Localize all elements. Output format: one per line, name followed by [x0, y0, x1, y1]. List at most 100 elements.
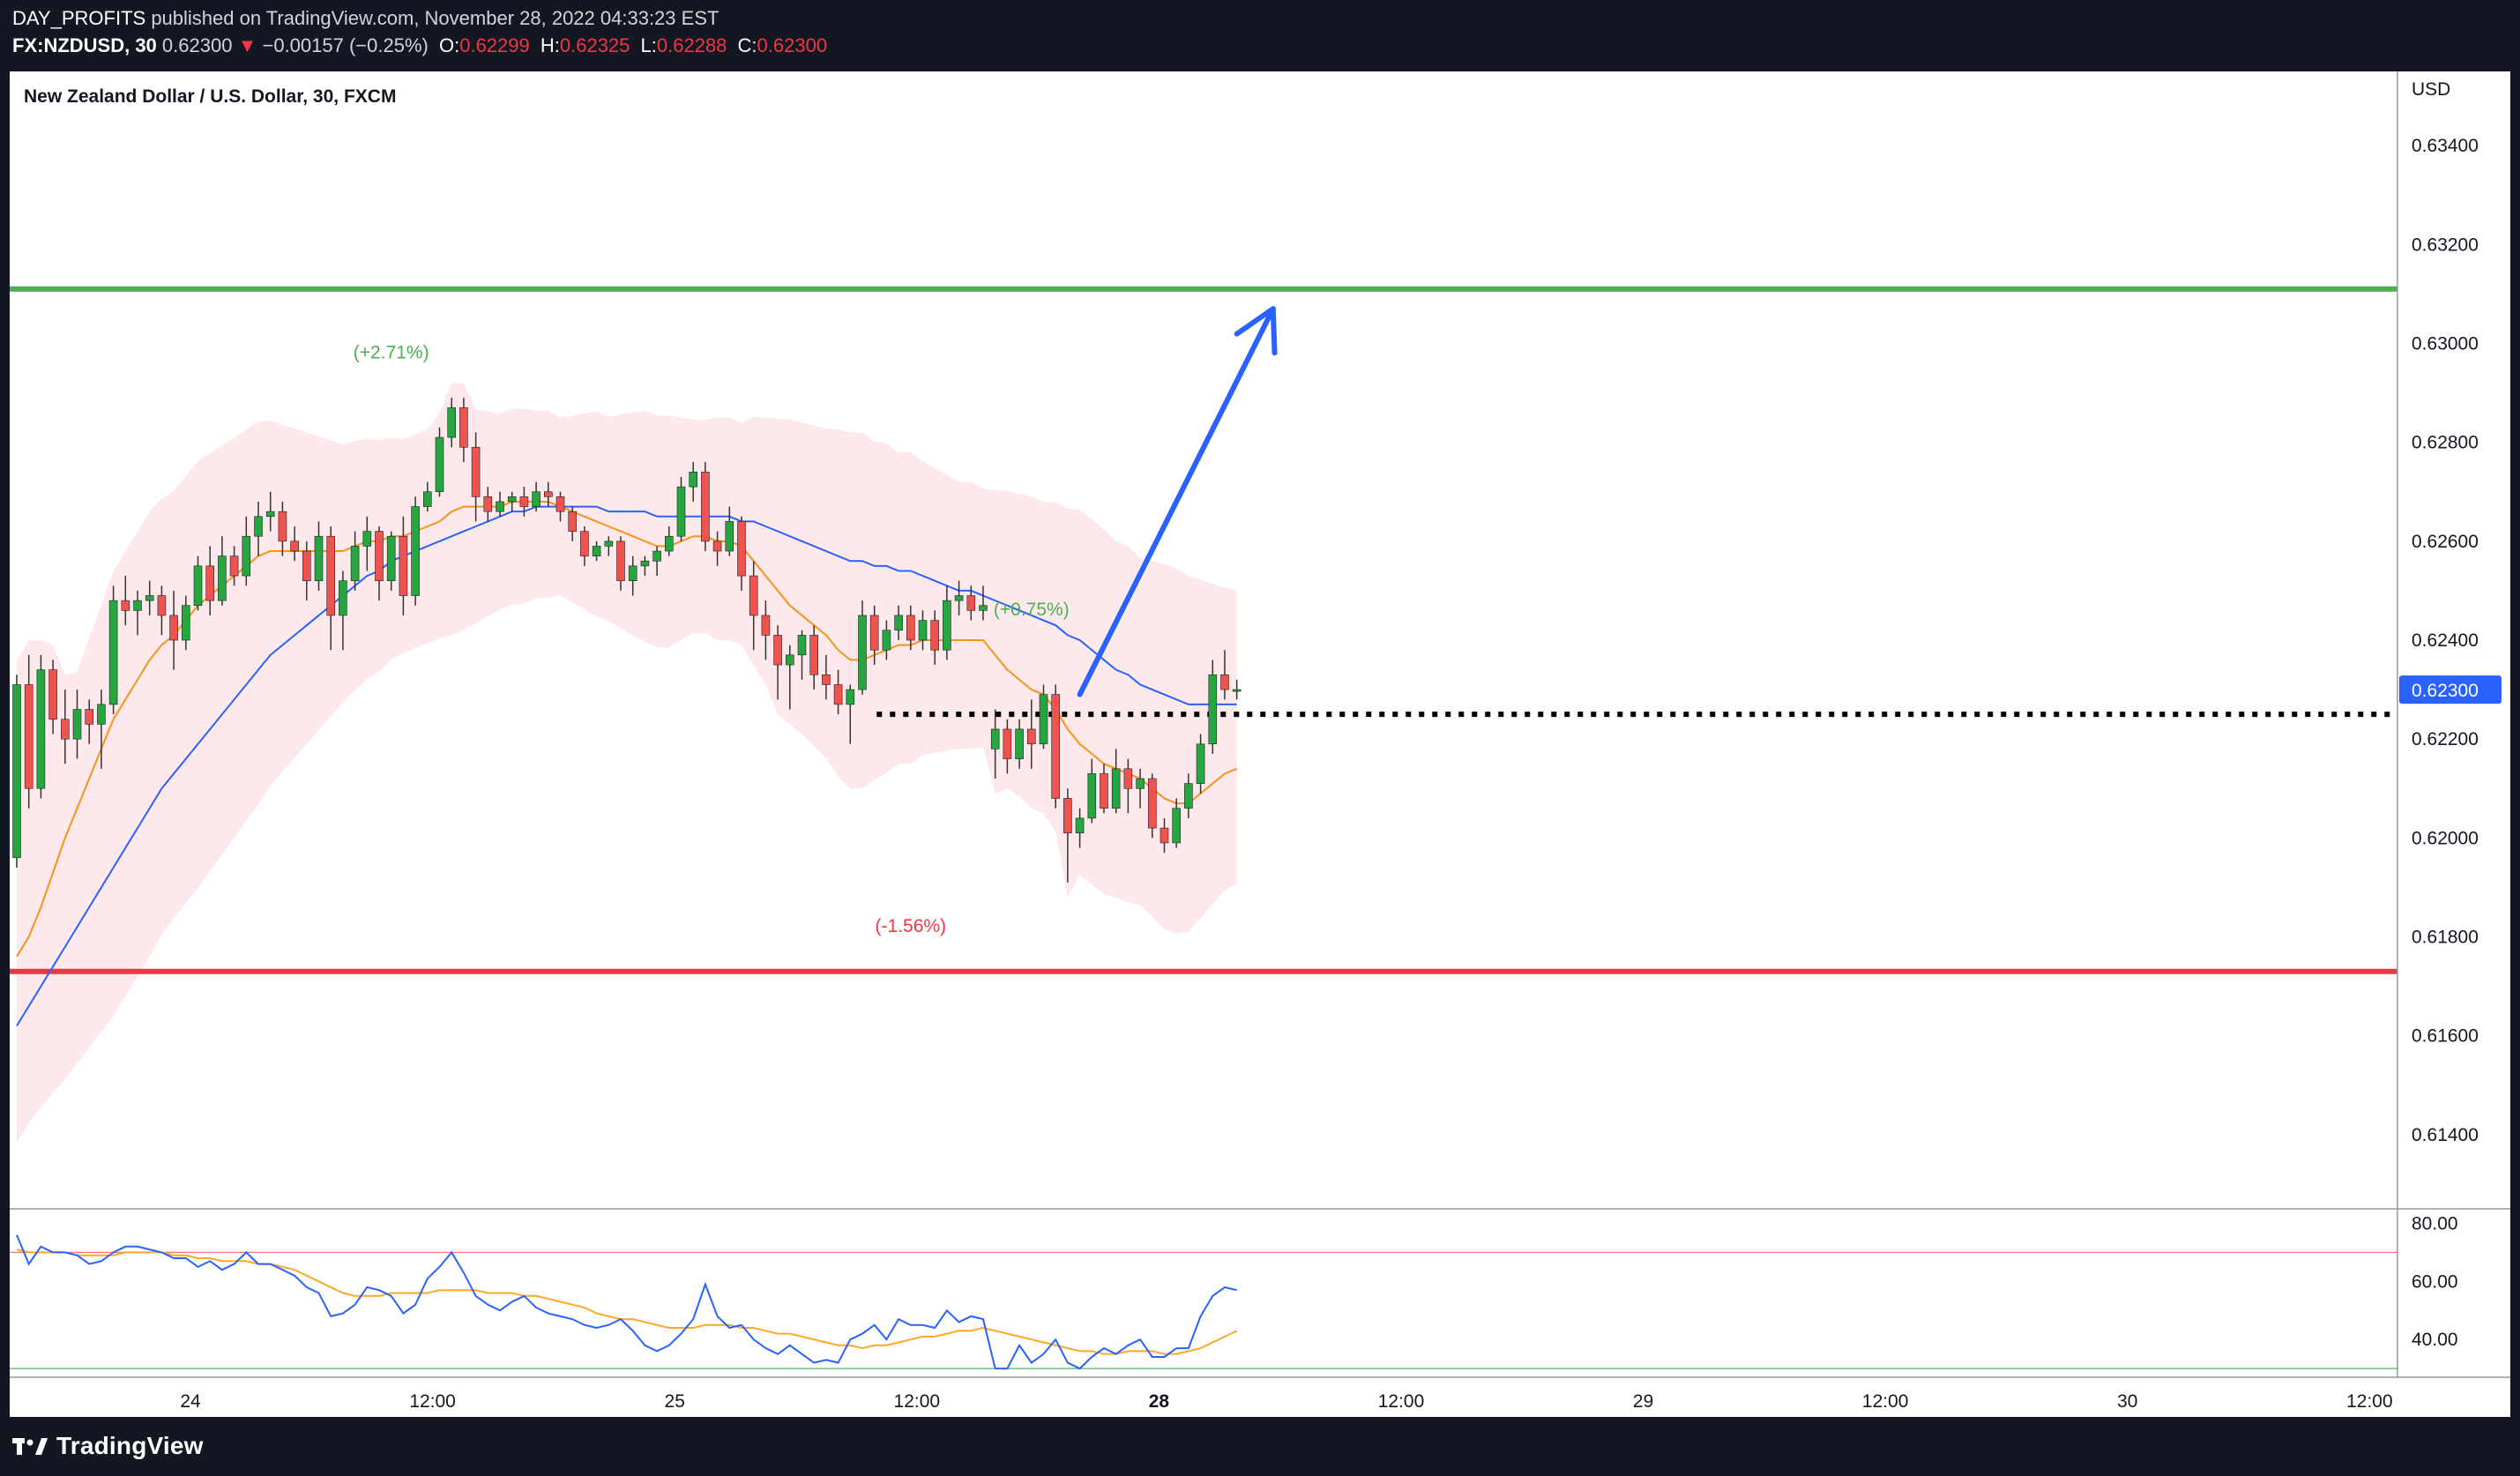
candle-body [1220, 674, 1229, 690]
candle-body [1039, 694, 1048, 745]
candle-body [193, 565, 203, 607]
candle [616, 536, 625, 591]
candle [169, 590, 178, 670]
symbol-info: FX:NZDUSD, 30 0.62300 ▼ −0.00157 (−0.25%… [12, 34, 827, 57]
candle-body [1015, 728, 1024, 759]
author-name[interactable]: DAY_PROFITS [12, 7, 146, 29]
price-tick-label: 0.63200 [2412, 235, 2479, 255]
price-tick-label: 0.62000 [2412, 828, 2479, 848]
ema-slow-line [16, 505, 1237, 1027]
candle [701, 462, 710, 552]
candle-body [182, 605, 190, 641]
candle [60, 690, 70, 764]
time-tick-label: 12:00 [409, 1391, 456, 1412]
candle-body [773, 635, 782, 666]
candle [1220, 650, 1229, 700]
candle-body [822, 674, 831, 685]
candle [1172, 798, 1181, 848]
candle [568, 506, 578, 541]
time-tick-label: 29 [1633, 1391, 1653, 1412]
open-label: O: [438, 34, 460, 56]
candle [1100, 764, 1108, 814]
low-label: L: [640, 34, 657, 56]
candle [471, 432, 481, 522]
candle [1015, 719, 1024, 769]
candle [193, 555, 203, 611]
tradingview-brand[interactable]: TradingView [56, 1432, 204, 1459]
candle-body [882, 630, 891, 651]
candle-body [386, 535, 396, 581]
percent-change-label: (+2.71%) [354, 342, 429, 362]
high-value: 0.62325 [559, 34, 630, 56]
candle-body [422, 491, 432, 507]
candle [496, 491, 504, 517]
candle [278, 501, 287, 556]
candle-body [943, 600, 951, 651]
rsi-line [16, 1234, 1237, 1370]
candle-body [1051, 694, 1060, 799]
candle-body [339, 580, 347, 616]
publish-info: DAY_PROFITS published on TradingView.com… [12, 7, 719, 30]
candle-body [555, 496, 565, 512]
candle [339, 570, 347, 651]
candle-body [616, 540, 625, 581]
candle [375, 526, 384, 601]
candle-body [108, 600, 118, 705]
candle [761, 600, 771, 660]
published-text: published on TradingView.com, November 2… [151, 7, 719, 29]
candle-body [85, 709, 93, 725]
candle [773, 625, 782, 700]
candle [930, 610, 939, 666]
candle-body [1100, 773, 1108, 809]
candle-body [725, 521, 734, 552]
candle [1148, 773, 1157, 839]
candle [36, 654, 46, 799]
time-tick-label: 25 [665, 1391, 685, 1412]
candle [145, 580, 154, 615]
candle [833, 669, 843, 715]
low-value: 0.62288 [656, 34, 727, 56]
time-tick-label: 28 [1149, 1391, 1170, 1412]
candle [869, 605, 879, 666]
price-tick-label: 0.62200 [2412, 729, 2479, 749]
candle [664, 526, 674, 556]
candle-body [399, 535, 408, 596]
candle [459, 398, 468, 463]
candle-body [640, 560, 650, 567]
candle [290, 526, 299, 562]
candle-body [833, 684, 843, 705]
price-tick-label: 0.62600 [2412, 532, 2479, 552]
candle-body [12, 684, 21, 859]
candle-body [1123, 768, 1133, 789]
price-tick-label: 0.61800 [2412, 928, 2479, 948]
symbol-name[interactable]: FX:NZDUSD, 30 [12, 34, 157, 56]
tradingview-footer[interactable]: TradingView [12, 1428, 204, 1464]
candle-body [1136, 778, 1144, 789]
candle-body [592, 546, 601, 556]
candle-body [375, 531, 384, 581]
candle-body [1003, 728, 1012, 759]
candle [712, 531, 722, 566]
candle-body [543, 491, 553, 497]
candle [604, 536, 614, 556]
candle-body [1027, 728, 1036, 745]
candle [1075, 808, 1085, 848]
candle-body [1159, 827, 1169, 844]
rsi-tick-label: 60.00 [2412, 1271, 2458, 1292]
candle-body [350, 546, 360, 581]
candle [990, 709, 1000, 779]
chart-container[interactable]: (+2.71%) (+0.75%) (-1.56%) New Zealand Doll… [10, 71, 2510, 1417]
candle-body [145, 595, 154, 601]
candle [555, 491, 565, 522]
candle [302, 540, 311, 601]
candle [822, 654, 831, 700]
candle [447, 398, 457, 448]
candle [1136, 768, 1144, 809]
candle [1159, 817, 1169, 854]
candle [350, 531, 360, 591]
candle-body [447, 407, 457, 438]
candle [519, 487, 529, 517]
candle-body [701, 472, 710, 542]
candle-body [205, 565, 214, 601]
chart-canvas[interactable]: (+2.71%) (+0.75%) (-1.56%) New Zealand Doll… [10, 71, 2510, 1417]
